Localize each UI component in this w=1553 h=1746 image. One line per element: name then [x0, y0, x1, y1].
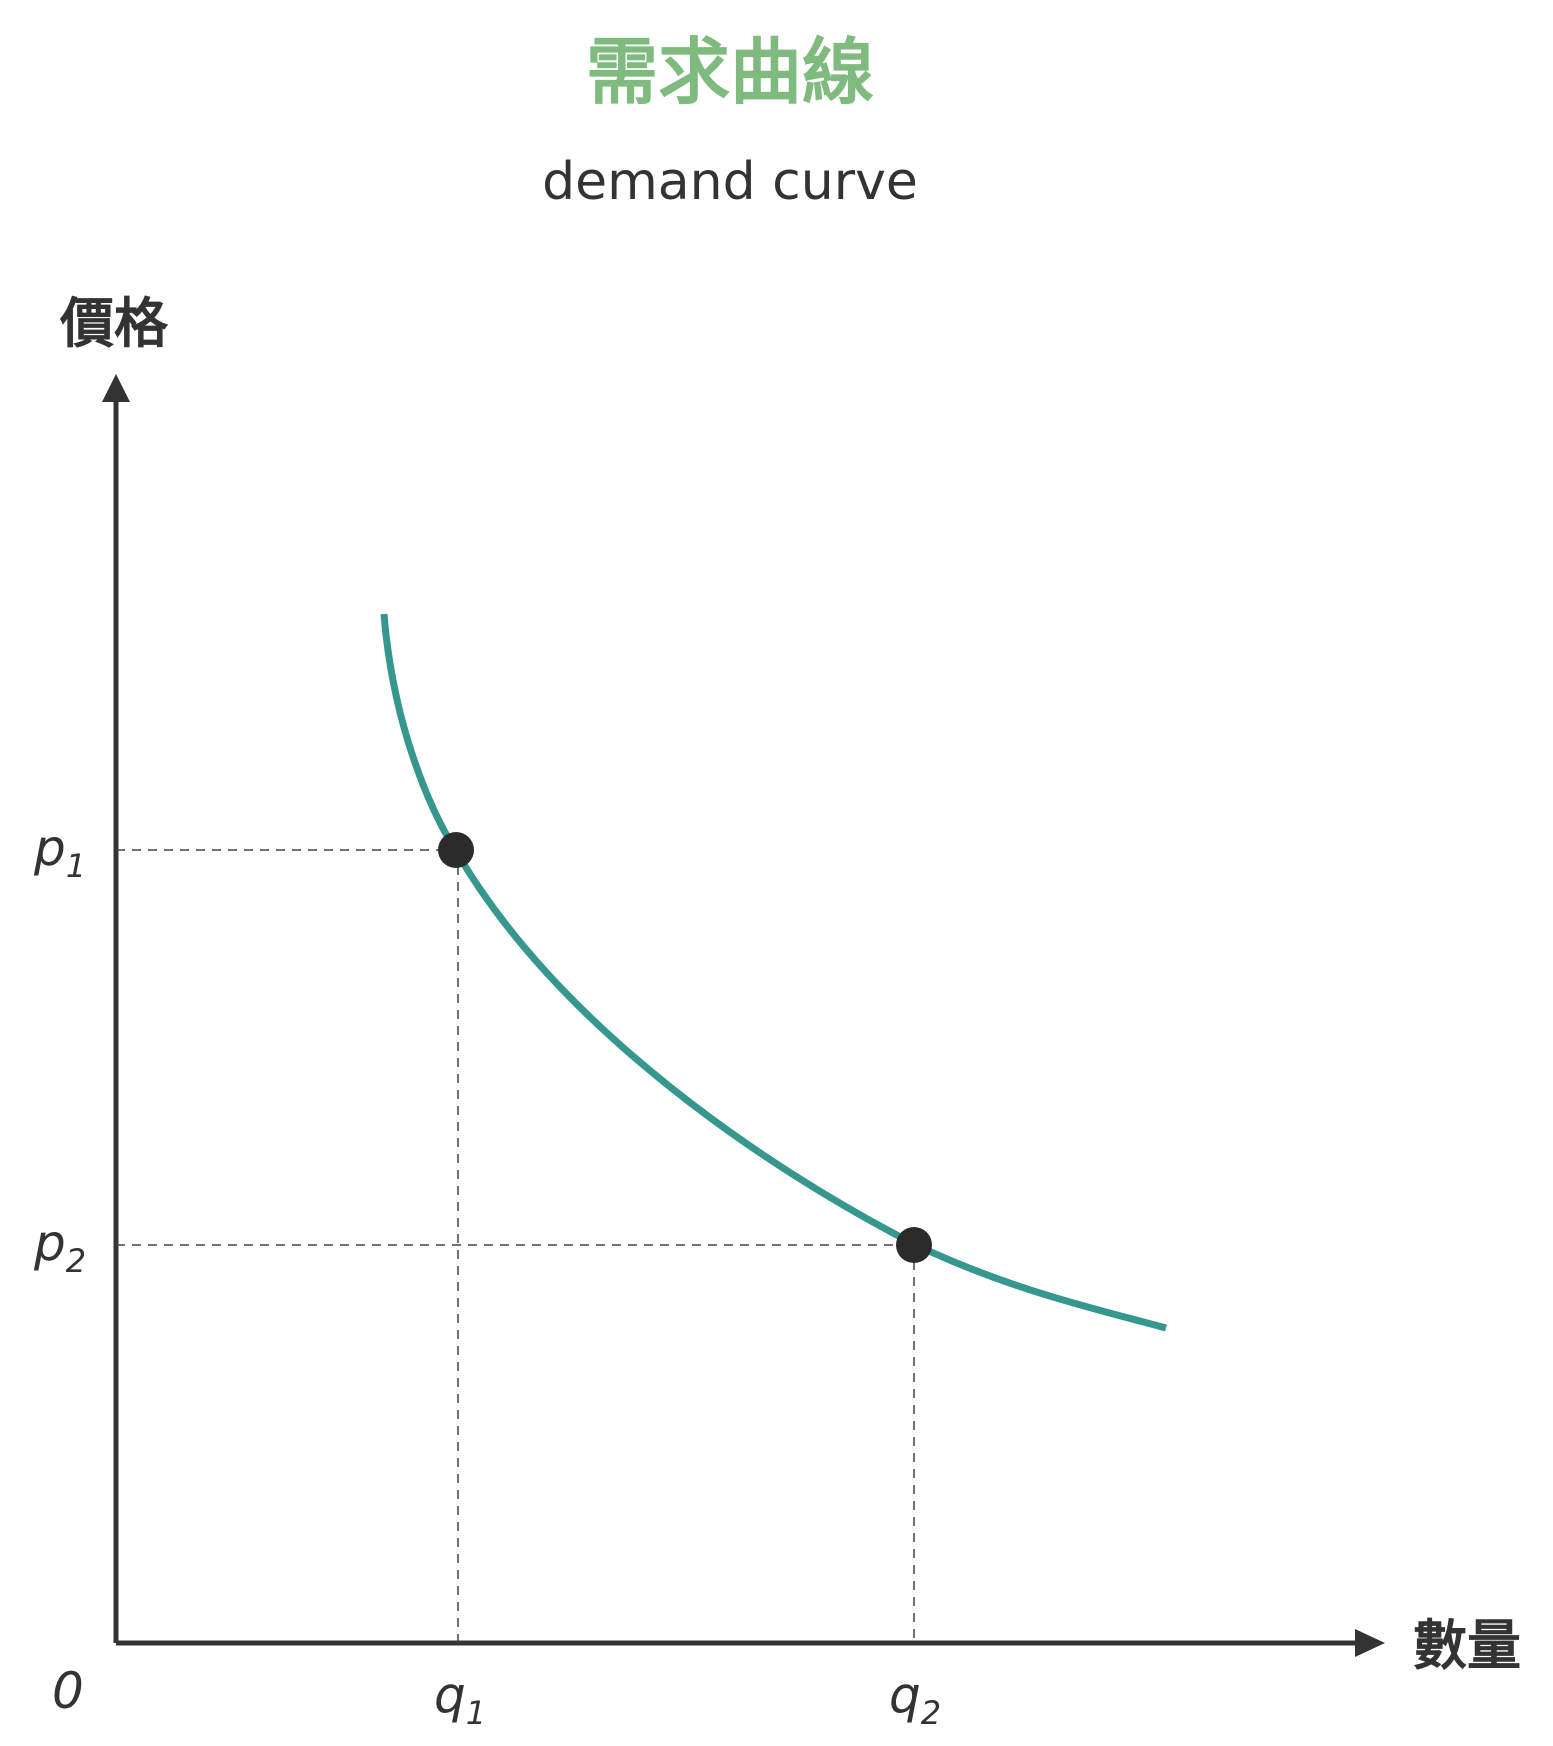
- y-axis-label: 價格: [59, 292, 169, 355]
- x-tick-label: q1: [434, 1666, 486, 1732]
- x-tick-label: q2: [889, 1666, 941, 1732]
- chart-title: 需求曲線: [586, 30, 874, 114]
- origin-label: 0: [52, 1662, 84, 1720]
- chart-subtitle: demand curve: [542, 152, 918, 212]
- point-q1-p1: [438, 832, 474, 868]
- y-tick-label: p1: [33, 819, 86, 885]
- x-axis-arrow-icon: [1355, 1629, 1385, 1657]
- x-axis-label: 數量: [1413, 1614, 1521, 1677]
- demand-curve-line: [380, 613, 1167, 1332]
- y-tick-label: p2: [33, 1214, 86, 1280]
- guide-lines: [116, 849, 915, 1643]
- point-q2-p2: [896, 1227, 932, 1263]
- y-axis-arrow-icon: [102, 374, 130, 402]
